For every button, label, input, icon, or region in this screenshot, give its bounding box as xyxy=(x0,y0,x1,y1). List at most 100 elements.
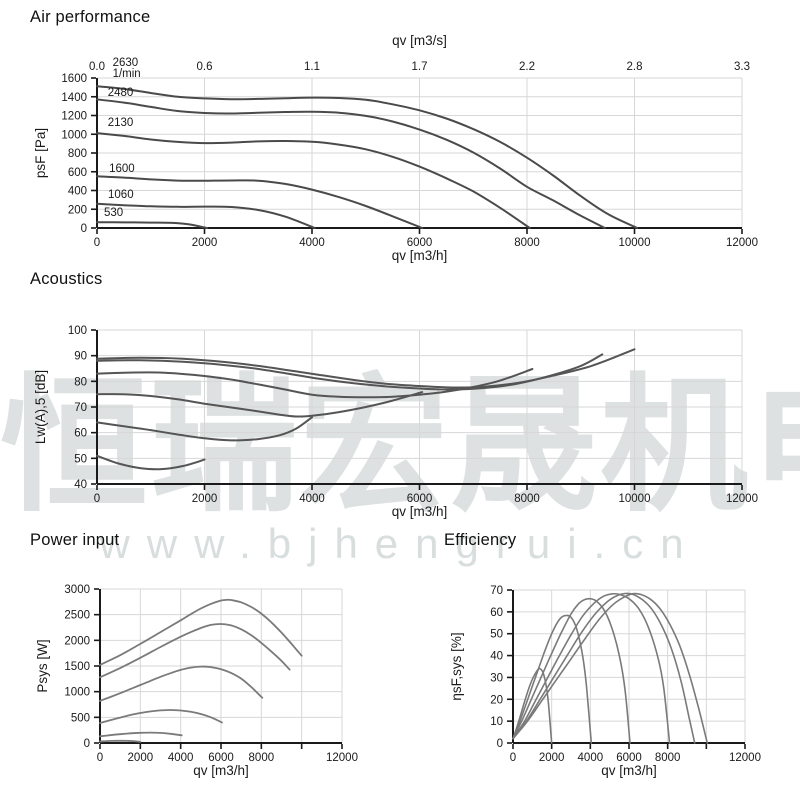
efficiency-x-axis-title: qv [m3/h] xyxy=(601,763,657,778)
power-x-axis-title: qv [m3/h] xyxy=(193,763,249,778)
svg-text:2000: 2000 xyxy=(64,635,90,647)
power-gridlines xyxy=(100,588,343,743)
watermark-url-text: www.bjhengrui.cn xyxy=(99,520,701,567)
efficiency-y-axis-title: ηsF,sys [%] xyxy=(449,632,464,700)
efficiency-gridlines xyxy=(513,589,746,743)
air-curve-2630 xyxy=(96,85,639,229)
svg-text:70: 70 xyxy=(490,585,503,597)
air-axes xyxy=(96,78,742,229)
power-ticks xyxy=(94,588,343,749)
svg-text:8000: 8000 xyxy=(655,752,681,764)
svg-text:0: 0 xyxy=(81,223,87,235)
svg-text:530: 530 xyxy=(104,207,123,219)
svg-text:1600: 1600 xyxy=(109,163,135,175)
air-top-axis: 0.0 0.6 1.1 1.7 2.2 2.8 3.3 qv [m3/s] xyxy=(89,33,750,73)
svg-text:0.0: 0.0 xyxy=(89,61,105,73)
svg-text:1500: 1500 xyxy=(64,661,90,673)
svg-text:60: 60 xyxy=(490,607,503,619)
svg-text:90: 90 xyxy=(74,351,87,363)
svg-text:1060: 1060 xyxy=(108,189,134,201)
power-curve-1060 xyxy=(99,731,183,738)
efficiency-curve-2630 xyxy=(512,592,709,744)
svg-text:30: 30 xyxy=(490,672,503,684)
svg-text:4000: 4000 xyxy=(299,237,325,249)
svg-text:2500: 2500 xyxy=(64,610,90,622)
svg-text:40: 40 xyxy=(490,651,503,663)
section-title-acoustics: Acoustics xyxy=(30,270,103,288)
power-curve-2630 xyxy=(99,598,303,666)
svg-text:12000: 12000 xyxy=(726,237,758,249)
watermark-cjk-text: 恒瑞宏晟机电 xyxy=(0,364,800,529)
svg-text:2.8: 2.8 xyxy=(627,61,643,73)
efficiency-curve-1060 xyxy=(512,614,593,744)
svg-text:0: 0 xyxy=(510,752,516,764)
power-y-axis-title: Psys [W] xyxy=(35,639,50,692)
svg-text:0: 0 xyxy=(94,237,100,249)
svg-text:20: 20 xyxy=(490,694,503,706)
air-tick-labels: 0 200 400 600 800 1000 1200 1400 1600 0 2000 4000 60… xyxy=(61,73,758,249)
svg-text:1000: 1000 xyxy=(64,687,90,699)
svg-text:0: 0 xyxy=(97,752,103,764)
svg-text:1/min: 1/min xyxy=(113,68,141,80)
power-tick-labels: 0 500 1000 1500 2000 2500 3000 0 2000 4000 6000 800… xyxy=(64,584,358,764)
svg-text:2000: 2000 xyxy=(192,237,218,249)
svg-text:2630: 2630 xyxy=(113,57,139,69)
power-axes xyxy=(99,589,342,744)
power-curve-1600 xyxy=(99,709,223,724)
power-curve-530 xyxy=(99,739,142,743)
air-curve-1600 xyxy=(96,175,424,229)
svg-text:3000: 3000 xyxy=(64,584,90,596)
svg-text:4000: 4000 xyxy=(168,752,194,764)
svg-text:3.3: 3.3 xyxy=(734,61,750,73)
air-x-axis-title: qv [m3/h] xyxy=(392,248,448,263)
svg-text:2.2: 2.2 xyxy=(519,61,535,73)
svg-text:8000: 8000 xyxy=(249,752,275,764)
svg-text:2000: 2000 xyxy=(128,752,154,764)
svg-text:1400: 1400 xyxy=(61,92,87,104)
efficiency-axes xyxy=(512,590,745,744)
efficiency-series xyxy=(512,592,709,744)
svg-text:qv [m3/s]: qv [m3/s] xyxy=(392,33,447,48)
efficiency-tick-labels: 0 10 20 30 40 50 60 70 0 2000 4000 6000 8000 12000 xyxy=(490,585,761,764)
air-curve-1060 xyxy=(96,202,316,229)
air-ticks xyxy=(91,77,743,234)
svg-text:1200: 1200 xyxy=(61,111,87,123)
svg-text:10000: 10000 xyxy=(619,237,651,249)
svg-text:6000: 6000 xyxy=(208,752,234,764)
air-y-axis-title: psF [Pa] xyxy=(33,128,48,178)
svg-text:200: 200 xyxy=(68,204,87,216)
section-title-power-input: Power input xyxy=(30,531,120,549)
air-curve-530 xyxy=(96,221,209,229)
section-title-efficiency: Efficiency xyxy=(444,531,517,549)
svg-text:1.1: 1.1 xyxy=(304,61,320,73)
svg-text:6000: 6000 xyxy=(616,752,642,764)
svg-text:100: 100 xyxy=(68,325,87,337)
svg-text:2480: 2480 xyxy=(108,87,134,99)
efficiency-ticks xyxy=(507,589,746,749)
svg-text:0: 0 xyxy=(84,738,90,750)
svg-text:2130: 2130 xyxy=(108,117,134,129)
air-curve-2130 xyxy=(96,132,531,229)
svg-text:1600: 1600 xyxy=(61,73,87,85)
power-series xyxy=(99,598,303,743)
svg-text:400: 400 xyxy=(68,186,87,198)
svg-text:500: 500 xyxy=(71,712,90,724)
svg-text:8000: 8000 xyxy=(514,237,540,249)
svg-text:600: 600 xyxy=(68,167,87,179)
section-title-air-performance: Air performance xyxy=(30,8,151,26)
efficiency-curve-2480 xyxy=(512,592,696,744)
air-gridlines xyxy=(97,77,743,228)
svg-text:0.6: 0.6 xyxy=(197,61,213,73)
svg-text:10: 10 xyxy=(490,716,503,728)
power-curve-2130 xyxy=(99,665,264,702)
svg-text:50: 50 xyxy=(490,629,503,641)
svg-text:1000: 1000 xyxy=(61,129,87,141)
air-curve-2480 xyxy=(96,98,606,229)
power-curve-2480 xyxy=(99,623,291,679)
svg-text:2000: 2000 xyxy=(539,752,565,764)
svg-text:6000: 6000 xyxy=(407,237,433,249)
svg-text:4000: 4000 xyxy=(578,752,604,764)
efficiency-curve-1600 xyxy=(512,597,631,744)
